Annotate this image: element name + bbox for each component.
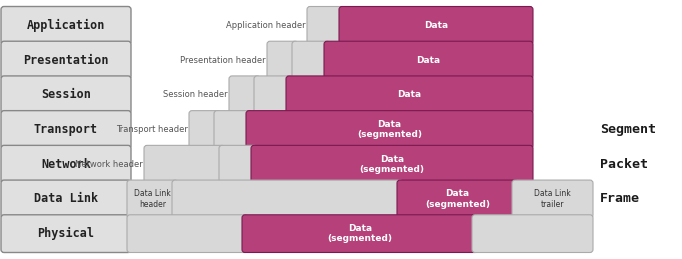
Text: Data
(segmented): Data (segmented) [359, 155, 424, 174]
Text: Data: Data [424, 21, 448, 30]
Text: Data Link: Data Link [34, 192, 98, 205]
Text: Data Link
trailer: Data Link trailer [534, 189, 571, 209]
Text: Application header: Application header [226, 21, 306, 30]
FancyBboxPatch shape [189, 111, 220, 148]
Text: Segment: Segment [600, 123, 656, 136]
Text: Physical: Physical [38, 227, 95, 240]
Text: Packet: Packet [600, 158, 648, 171]
Text: Session header: Session header [164, 90, 228, 99]
FancyBboxPatch shape [292, 41, 330, 79]
Text: Application: Application [27, 19, 105, 32]
Text: Data
(segmented): Data (segmented) [327, 224, 393, 243]
FancyBboxPatch shape [251, 145, 533, 183]
FancyBboxPatch shape [397, 180, 518, 218]
Text: Transport header: Transport header [116, 125, 188, 134]
FancyBboxPatch shape [1, 145, 131, 183]
FancyBboxPatch shape [254, 76, 292, 114]
Text: Session: Session [41, 88, 91, 101]
FancyBboxPatch shape [144, 145, 225, 183]
FancyBboxPatch shape [1, 111, 131, 148]
Text: Data
(segmented): Data (segmented) [425, 189, 490, 209]
Text: Transport: Transport [34, 123, 98, 136]
Text: Data
(segmented): Data (segmented) [357, 120, 422, 139]
FancyBboxPatch shape [242, 215, 478, 253]
FancyBboxPatch shape [472, 215, 593, 253]
Text: Data: Data [417, 56, 441, 64]
Text: Data Link
header: Data Link header [134, 189, 171, 209]
FancyBboxPatch shape [1, 6, 131, 44]
Text: Data: Data [398, 90, 421, 99]
FancyBboxPatch shape [512, 180, 593, 218]
FancyBboxPatch shape [307, 6, 345, 44]
FancyBboxPatch shape [339, 6, 533, 44]
Text: Presentation: Presentation [23, 54, 108, 67]
FancyBboxPatch shape [324, 41, 533, 79]
FancyBboxPatch shape [1, 41, 131, 79]
Text: Presentation header: Presentation header [180, 56, 266, 64]
FancyBboxPatch shape [1, 180, 131, 218]
Text: Network header: Network header [75, 160, 143, 169]
FancyBboxPatch shape [286, 76, 533, 114]
FancyBboxPatch shape [219, 145, 257, 183]
Text: Frame: Frame [600, 192, 640, 205]
FancyBboxPatch shape [127, 180, 178, 218]
FancyBboxPatch shape [1, 76, 131, 114]
FancyBboxPatch shape [172, 180, 403, 218]
Text: Network: Network [41, 158, 91, 171]
FancyBboxPatch shape [267, 41, 298, 79]
FancyBboxPatch shape [127, 215, 248, 253]
FancyBboxPatch shape [229, 76, 260, 114]
FancyBboxPatch shape [1, 215, 131, 253]
FancyBboxPatch shape [214, 111, 252, 148]
FancyBboxPatch shape [246, 111, 533, 148]
